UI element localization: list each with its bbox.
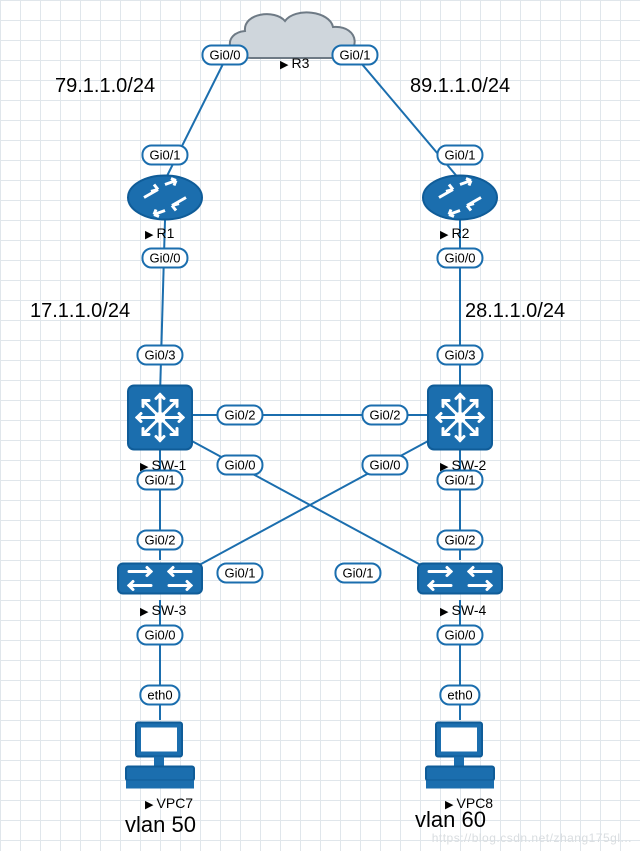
device-l3switch-sw1	[125, 383, 195, 458]
label-sw4: SW-4	[440, 602, 486, 618]
port-label: Gi0/2	[436, 530, 483, 551]
port-label: Gi0/0	[216, 455, 263, 476]
port-label: Gi0/0	[436, 248, 483, 269]
label-r2: R2	[440, 225, 469, 241]
device-l2switch-sw4	[415, 556, 505, 605]
label-sw3: SW-3	[140, 602, 186, 618]
device-l2switch-sw3	[115, 556, 205, 605]
port-label: Gi0/1	[331, 45, 378, 66]
device-router-r1	[126, 173, 204, 228]
port-label: Gi0/1	[436, 145, 483, 166]
port-label: Gi0/3	[436, 345, 483, 366]
port-label: eth0	[439, 685, 480, 706]
vlan-60: vlan 60	[415, 807, 486, 833]
device-pc-vpc8	[420, 719, 500, 802]
port-label: Gi0/1	[334, 563, 381, 584]
label-vpc7: VPC7	[145, 795, 193, 811]
port-label: Gi0/2	[361, 405, 408, 426]
port-label: Gi0/0	[201, 45, 248, 66]
device-pc-vpc7	[120, 719, 200, 802]
port-label: Gi0/1	[141, 145, 188, 166]
port-label: eth0	[139, 685, 180, 706]
vlan-50: vlan 50	[125, 812, 196, 838]
subnet-79: 79.1.1.0/24	[55, 75, 155, 98]
port-label: Gi0/2	[216, 405, 263, 426]
watermark: https://blog.csdn.net/zhang175gl...	[432, 831, 632, 845]
port-label: Gi0/1	[216, 563, 263, 584]
diagram-canvas: 79.1.1.0/24 89.1.1.0/24 17.1.1.0/24 28.1…	[0, 0, 640, 851]
device-l3switch-sw2	[425, 383, 495, 458]
device-router-r2	[421, 173, 499, 228]
port-label: Gi0/0	[436, 625, 483, 646]
port-label: Gi0/0	[136, 625, 183, 646]
port-label: Gi0/0	[141, 248, 188, 269]
label-r3: R3	[280, 55, 309, 71]
port-label: Gi0/0	[361, 455, 408, 476]
links-layer	[0, 0, 640, 851]
port-label: Gi0/1	[136, 470, 183, 491]
port-label: Gi0/2	[136, 530, 183, 551]
subnet-17: 17.1.1.0/24	[30, 300, 130, 323]
port-label: Gi0/3	[136, 345, 183, 366]
label-r1: R1	[145, 225, 174, 241]
subnet-89: 89.1.1.0/24	[410, 75, 510, 98]
port-label: Gi0/1	[436, 470, 483, 491]
subnet-28: 28.1.1.0/24	[465, 300, 565, 323]
